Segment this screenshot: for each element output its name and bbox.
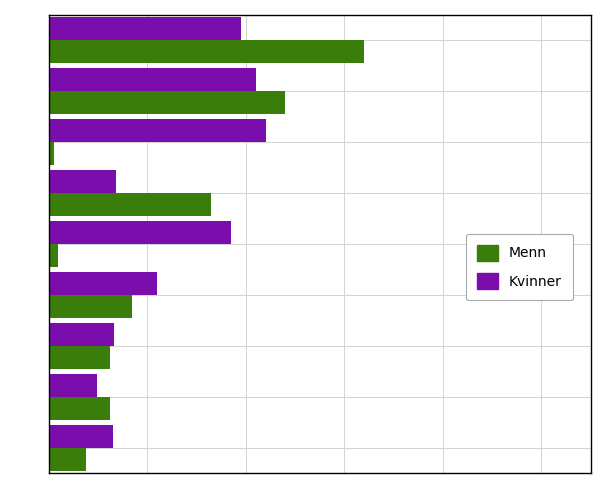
Bar [49, 244, 58, 267]
Bar [49, 142, 54, 165]
Bar [49, 119, 266, 142]
Bar [49, 295, 133, 318]
Bar [49, 425, 113, 448]
Bar [49, 91, 285, 114]
Bar [49, 374, 97, 397]
Bar [49, 323, 114, 346]
Bar [49, 193, 211, 216]
Bar [49, 221, 231, 244]
Bar [49, 17, 241, 40]
Bar [49, 170, 116, 193]
Bar [49, 68, 256, 91]
Bar [49, 272, 157, 295]
Bar [49, 40, 364, 63]
Bar [49, 346, 110, 369]
Legend: Menn, Kvinner: Menn, Kvinner [466, 234, 573, 300]
Bar [49, 397, 110, 420]
Bar [49, 448, 86, 471]
